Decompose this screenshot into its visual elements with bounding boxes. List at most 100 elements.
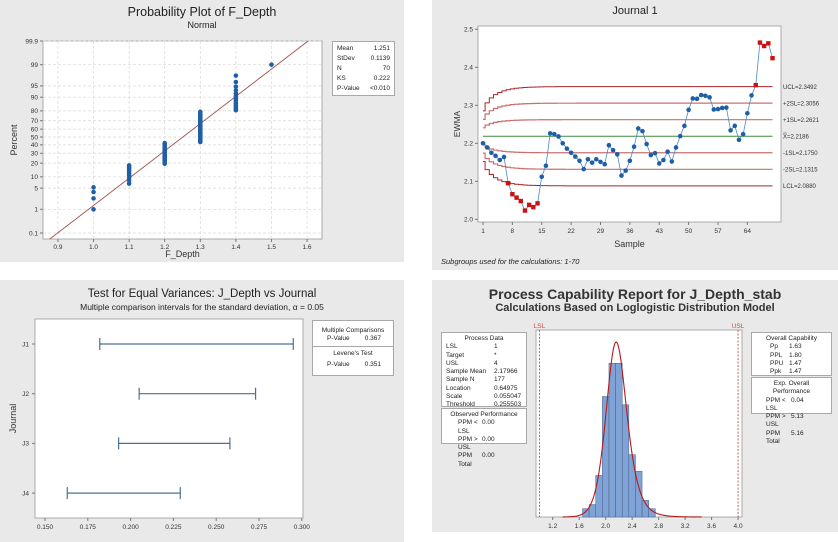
ewma-limit-label: LCL=2.0880 (783, 184, 817, 190)
ewma-ytick-label: 2.3 (464, 103, 473, 110)
capability-subtitle: Calculations Based on Loglogistic Distri… (495, 302, 775, 314)
capability-xtick-label: 3.6 (707, 523, 716, 530)
box-row: PPM < LSL 0.04 (756, 397, 827, 414)
ewma-point (560, 141, 566, 146)
ewma-point (484, 145, 490, 150)
ewma-alarm-point (761, 43, 767, 49)
ewma-ytick-label: 2.4 (464, 65, 473, 72)
ewma-xtick-label: 36 (626, 228, 634, 235)
ewma-point (707, 95, 712, 100)
ewma-point (694, 96, 700, 102)
histogram-bar (628, 454, 636, 518)
ewma-point (585, 156, 591, 162)
ewma-point (489, 150, 494, 156)
variance-ylabel: Journal (8, 404, 18, 434)
prob-plot-point (162, 140, 168, 146)
box-row: Scale 0.055047 (446, 393, 522, 401)
ewma-limit-label: +2SL=2.3056 (783, 101, 820, 107)
prob-plot-point (91, 196, 96, 201)
box-row: PPM < LSL 0.00 (446, 419, 522, 436)
ewma-xtick-label: 15 (538, 228, 546, 235)
prob-stat-row: P-Value <0.010 (337, 84, 390, 94)
box-row: PPM Total 5.16 (756, 430, 827, 447)
ewma-point (669, 159, 675, 164)
usl-label: USL (732, 323, 745, 330)
ewma-alarm-point (514, 195, 519, 200)
prob-plot-xtick-label: 1.0 (89, 244, 98, 251)
ewma-point (539, 174, 545, 180)
ewma-center-label: X̿=2.2186 (783, 133, 810, 141)
ewma-alarm-point (757, 40, 763, 45)
box-row-value: 5.13 (791, 413, 804, 421)
box-row-label: PPU (770, 359, 784, 367)
prob-plot-xtick-label: 0.9 (53, 244, 62, 251)
ewma-ylabel: EWMA (452, 110, 462, 137)
prob-plot-point (91, 185, 96, 190)
box-row: Ppk 1.47 (756, 368, 827, 376)
ewma-alarm-point (522, 208, 528, 213)
prob-plot-ytick-label: 20 (31, 160, 39, 167)
prob-plot-xtick-label: 1.5 (267, 244, 276, 251)
box-row: USL 4 (446, 360, 522, 368)
ewma-point (724, 105, 729, 110)
ewma-point (552, 131, 557, 137)
prob-plot-ytick-label: 90 (31, 94, 39, 101)
box-title: Observed Performance (450, 411, 518, 418)
prob-plot-title: Probability Plot of F_Depth (127, 5, 277, 19)
ewma-xtick-label: 50 (685, 228, 693, 235)
ewma-point (652, 150, 658, 156)
ewma-point (598, 159, 603, 165)
box-row-value: 0.64975 (494, 384, 518, 392)
variance-xtick-label: 0.250 (208, 524, 225, 531)
capability-xtick-label: 2.0 (601, 523, 610, 530)
box-row-label: PPM Total (766, 429, 781, 446)
ewma-point (573, 154, 578, 159)
prob-plot-point (233, 91, 239, 96)
ewma-point (698, 92, 704, 98)
prob-plot-ytick-label: 80 (31, 108, 39, 115)
ewma-alarm-point (510, 192, 515, 197)
prob-plot-ylabel: Percent (9, 124, 19, 156)
box-row-value: 2.17966 (494, 368, 518, 376)
ewma-limit-label: -1SL=2.1750 (783, 151, 818, 157)
variance-category-label: J3 (22, 441, 29, 448)
prob-plot-ytick-label: 60 (31, 126, 39, 133)
histogram-bar (635, 471, 643, 518)
ewma-limit-label: +1SL=2.2621 (783, 118, 820, 124)
histogram-bar (595, 475, 603, 518)
ewma-point (589, 160, 595, 165)
prob-stat-label: P-Value (337, 85, 360, 92)
prob-plot-xtick-label: 1.3 (196, 244, 205, 251)
box-row-label: Pp (770, 343, 778, 351)
box-row: PPM Total 0.00 (446, 452, 522, 469)
ewma-point (631, 144, 637, 150)
box-row-label: USL (446, 359, 459, 367)
box-row-label: PPL (770, 351, 783, 359)
box-row: Sample Mean 2.17966 (446, 368, 522, 376)
box-row: Target * (446, 352, 522, 360)
ewma-point (745, 110, 750, 116)
box-row-label: Location (446, 384, 471, 392)
prob-plot-area (42, 40, 323, 240)
ewma-xtick-label: 29 (597, 228, 605, 235)
box-row: Threshold 0.255503 (446, 401, 522, 409)
capability-xtick-label: 1.2 (548, 523, 557, 530)
ewma-point (690, 96, 696, 101)
overall-capability-box: Overall Capability Pp 1.63 PPL 1.80 PPU 1.47 Pp… (751, 332, 832, 376)
ewma-point (593, 156, 599, 162)
variance-category-label: J2 (22, 391, 29, 398)
ewma-point (644, 141, 649, 147)
ewma-point (623, 168, 628, 173)
prob-stat-label: N (337, 65, 342, 72)
prob-stat-value: 70 (382, 65, 390, 72)
capability-xtick-label: 4.0 (734, 523, 743, 530)
prob-plot-point (233, 84, 239, 89)
ewma-point (581, 166, 587, 172)
ewma-point (619, 173, 624, 178)
ewma-limit-line (483, 119, 773, 129)
box-row-value: 177 (494, 376, 505, 384)
box-row-value: 0.00 (482, 452, 495, 460)
ewma-xtick-label: 1 (481, 228, 485, 235)
prob-plot-xtick-label: 1.6 (303, 244, 312, 251)
ewma-limit-line (483, 144, 773, 154)
